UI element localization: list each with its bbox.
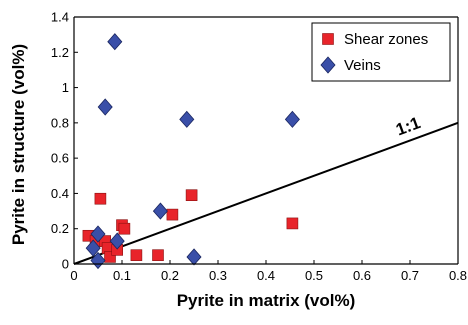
data-point-shear-zone xyxy=(286,217,299,230)
legend-label-veins: Veins xyxy=(344,57,381,74)
y-tick-label: 1 xyxy=(62,80,69,95)
x-tick-label: 0.1 xyxy=(113,268,131,283)
data-point-vein xyxy=(186,248,202,266)
legend-square-marker xyxy=(322,33,334,45)
y-tick-label: 0.8 xyxy=(51,115,69,130)
y-axis-title: Pyrite in structure (vol%) xyxy=(9,44,28,245)
legend-label-shear-zones: Shear zones xyxy=(344,31,428,48)
y-ticks: 0 0.2 0.4 0.6 0.8 1 1.2 1.4 xyxy=(51,10,78,272)
legend-marker-veins xyxy=(320,56,336,74)
reference-line-label: 1:1 xyxy=(393,113,423,139)
y-tick-label: 0.2 xyxy=(51,221,69,236)
data-point-shear-zone xyxy=(130,249,143,261)
legend-diamond-marker xyxy=(320,56,336,74)
x-tick-label: 0.3 xyxy=(209,268,227,283)
data-point-vein xyxy=(284,110,300,128)
data-point-vein xyxy=(90,225,106,243)
data-point-vein xyxy=(109,232,125,250)
y-tick-label: 1.2 xyxy=(51,45,69,60)
x-tick-label: 0.7 xyxy=(401,268,419,283)
x-ticks: 0 0.1 0.2 0.3 0.4 0.5 0.6 0.7 0.8 xyxy=(70,260,467,283)
data-point-shear-zone xyxy=(118,222,131,235)
data-point-vein xyxy=(152,202,168,220)
data-point-vein xyxy=(179,110,195,128)
axes: 0 0.1 0.2 0.3 0.4 0.5 0.6 0.7 0.8 0 0.2 0.4 0.6 0.8 1… xyxy=(51,10,467,284)
data-point-shear-zone xyxy=(152,249,164,261)
legend: Shear zones Veins xyxy=(311,22,451,82)
x-tick-label: 0.6 xyxy=(353,268,371,283)
y-tick-label: 1.4 xyxy=(51,10,69,25)
x-tick-label: 0.5 xyxy=(305,268,323,283)
data-point-shear-zone xyxy=(94,192,107,205)
data-point-shear-zone xyxy=(185,189,198,201)
data-point-vein xyxy=(85,239,101,257)
legend-box xyxy=(311,22,451,82)
x-tick-label: 0 xyxy=(70,268,77,283)
x-tick-label: 0.2 xyxy=(161,268,179,283)
data-point-vein xyxy=(97,98,113,116)
y-tick-label: 0.6 xyxy=(51,151,69,166)
data-point-vein xyxy=(107,33,123,51)
x-axis-title: Pyrite in matrix (vol%) xyxy=(177,291,356,310)
data-point-shear-zone xyxy=(104,251,116,263)
reference-line-1-to-1 xyxy=(73,121,459,265)
y-tick-label: 0 xyxy=(62,257,69,272)
x-tick-label: 0.4 xyxy=(257,268,275,283)
data-point-shear-zone xyxy=(166,208,179,221)
y-tick-label: 0.4 xyxy=(51,186,69,201)
legend-marker-shear-zones xyxy=(322,33,334,45)
plot-marks xyxy=(73,33,459,270)
x-tick-label: 0.8 xyxy=(449,268,467,283)
